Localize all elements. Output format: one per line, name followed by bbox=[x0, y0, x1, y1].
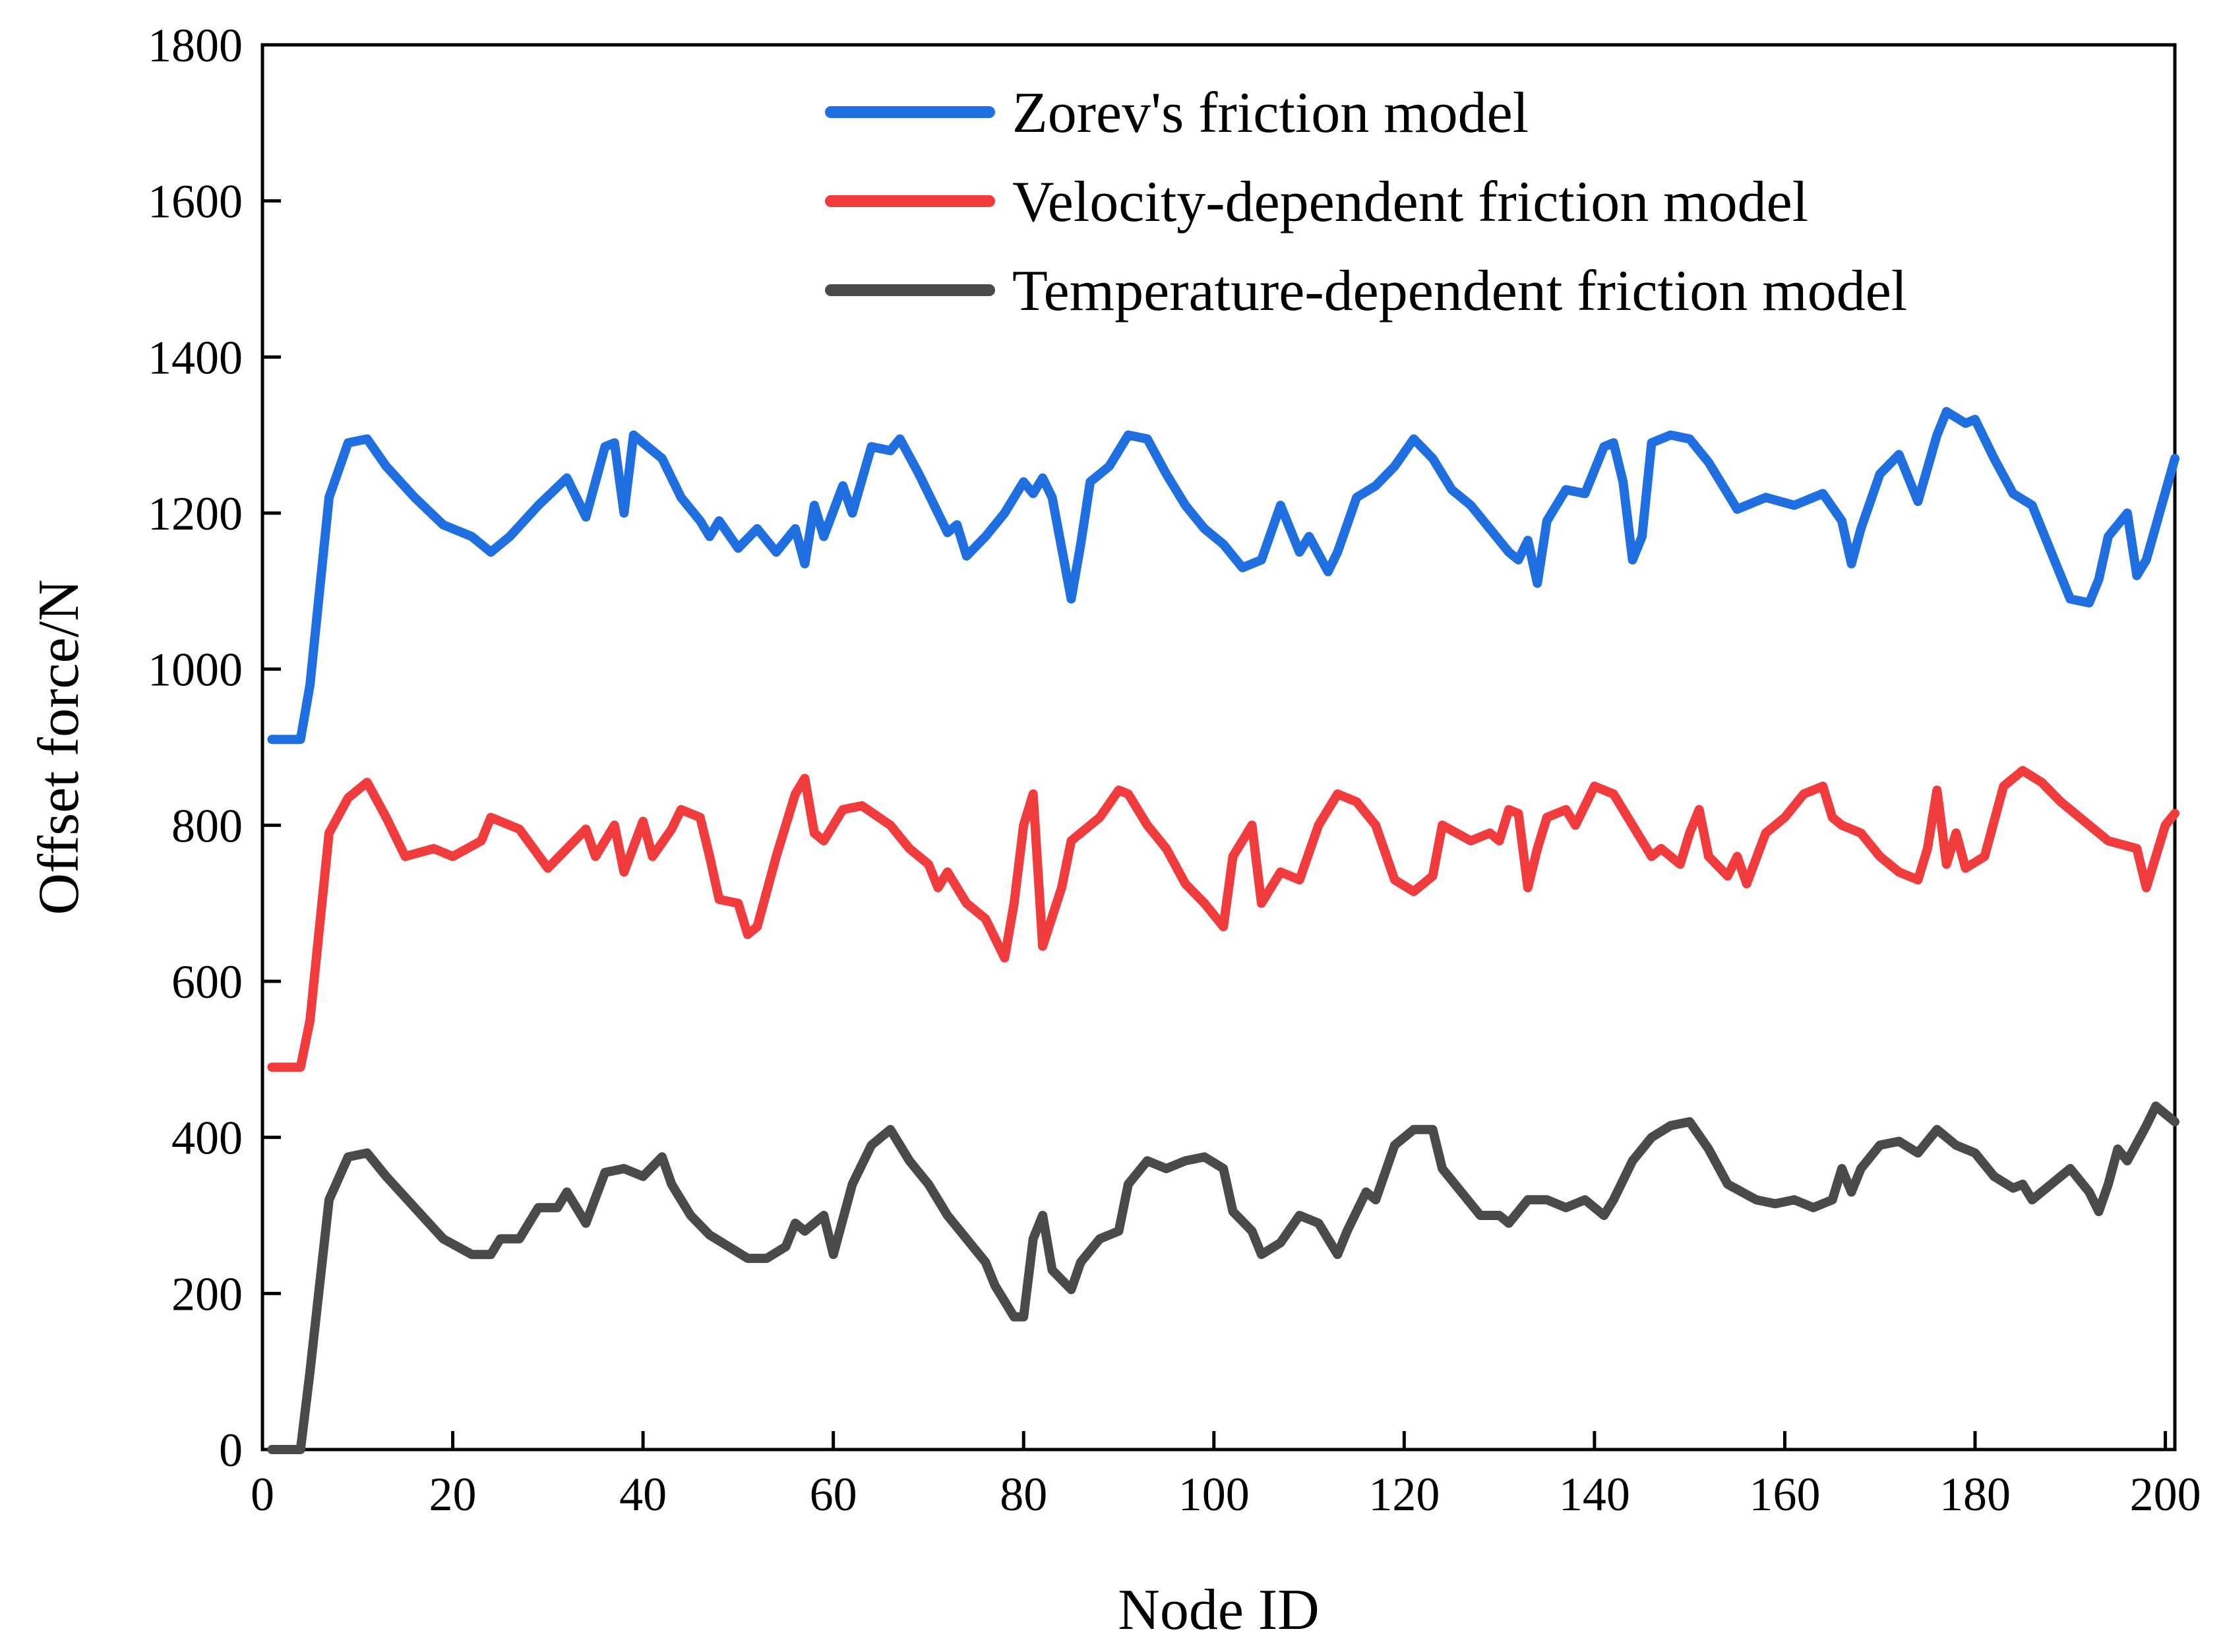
x-tick-label: 100 bbox=[1178, 1468, 1250, 1521]
legend-label-1: Zorev's friction model bbox=[1012, 81, 1529, 145]
y-tick-label: 800 bbox=[171, 799, 243, 852]
x-axis-title: Node ID bbox=[1118, 1578, 1319, 1642]
x-tick-label: 120 bbox=[1368, 1468, 1440, 1521]
legend-label-2: Velocity-dependent friction model bbox=[1012, 170, 1808, 234]
x-tick-label: 60 bbox=[810, 1468, 857, 1521]
y-tick-label: 1800 bbox=[148, 19, 243, 72]
x-tick-label: 180 bbox=[1939, 1468, 2011, 1521]
y-tick-label: 1400 bbox=[148, 331, 243, 384]
series-line-3 bbox=[267, 1101, 2179, 1454]
legend-label-3: Temperature-dependent friction model bbox=[1012, 259, 1907, 323]
x-tick-label: 20 bbox=[429, 1468, 477, 1521]
x-tick-label: 0 bbox=[251, 1468, 274, 1521]
y-tick-label: 400 bbox=[171, 1112, 243, 1165]
x-tick-label: 80 bbox=[1000, 1468, 1047, 1521]
y-tick-label: 1000 bbox=[148, 644, 243, 696]
x-tick-label: 160 bbox=[1749, 1468, 1820, 1521]
y-tick-label: 1200 bbox=[148, 487, 243, 540]
y-tick-label: 600 bbox=[171, 956, 243, 1008]
y-axis-title: Offset force/N bbox=[27, 579, 91, 915]
x-tick-label: 140 bbox=[1559, 1468, 1630, 1521]
series-line-2 bbox=[267, 766, 2179, 1072]
series-line-1 bbox=[267, 407, 2179, 745]
series-layer bbox=[267, 407, 2179, 1454]
legend: Zorev's friction model Velocity-dependent… bbox=[825, 81, 1907, 323]
y-axis: 0 200 400 600 800 1000 1200 1400 1600 1800 bbox=[148, 19, 281, 1477]
x-tick-label: 40 bbox=[619, 1468, 667, 1521]
x-tick-label: 200 bbox=[2130, 1468, 2201, 1521]
y-tick-label: 1600 bbox=[148, 175, 243, 228]
y-tick-label: 200 bbox=[171, 1268, 243, 1320]
plot-frame bbox=[260, 43, 2177, 1452]
y-tick-label: 0 bbox=[219, 1424, 243, 1477]
x-axis: 0 20 40 60 80 100 120 140 160 180 200 bbox=[251, 1431, 2201, 1521]
